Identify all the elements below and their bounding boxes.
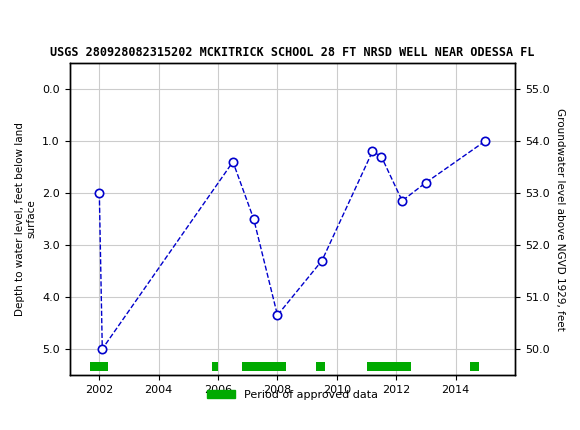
Title: USGS 280928082315202 MCKITRICK SCHOOL 28 FT NRSD WELL NEAR ODESSA FL: USGS 280928082315202 MCKITRICK SCHOOL 28…	[50, 46, 535, 59]
Y-axis label: Groundwater level above NGVD 1929, feet: Groundwater level above NGVD 1929, feet	[555, 108, 565, 330]
Bar	[367, 362, 411, 372]
Text: ≡USGS: ≡USGS	[78, 30, 137, 49]
Bar	[470, 362, 479, 372]
Bar	[316, 362, 325, 372]
Bar	[212, 362, 218, 372]
Legend: Period of approved data: Period of approved data	[202, 386, 382, 405]
Bar	[90, 362, 108, 372]
Bar	[242, 362, 287, 372]
Y-axis label: Depth to water level, feet below land
surface: Depth to water level, feet below land su…	[15, 122, 37, 316]
